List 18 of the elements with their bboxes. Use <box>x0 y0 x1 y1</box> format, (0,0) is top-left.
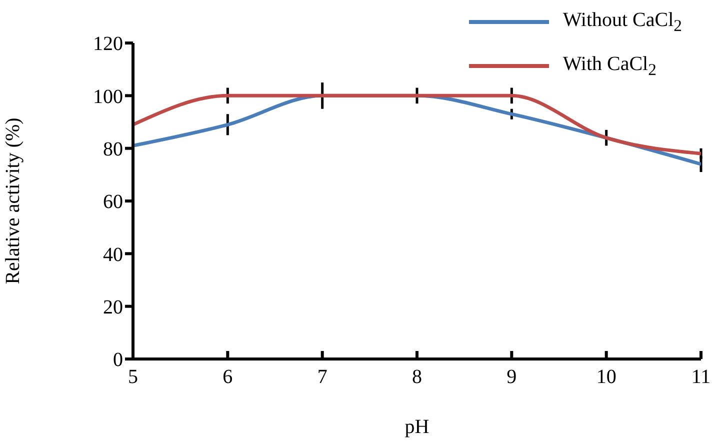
y-axis-title: Relative activity (%) <box>2 118 24 284</box>
y-tick-label: 60 <box>103 191 123 214</box>
x-tick-label: 5 <box>128 366 138 388</box>
y-tick-label: 80 <box>103 138 123 160</box>
x-tick-label: 7 <box>317 366 328 388</box>
x-tick-label: 6 <box>222 366 233 388</box>
x-tick-label: 11 <box>691 366 711 388</box>
x-tick-label: 8 <box>412 366 422 388</box>
legend-label: With CaCl$_{2}$ <box>562 52 656 80</box>
y-tick-label: 20 <box>103 296 123 318</box>
y-tick-label: 120 <box>93 33 123 56</box>
y-tick-label: 40 <box>103 244 123 266</box>
x-axis-title: pH <box>404 416 430 438</box>
x-tick-label: 10 <box>596 366 616 388</box>
legend-label: Without CaCl$_{2}$ <box>562 8 682 36</box>
y-tick-label: 100 <box>93 86 123 108</box>
y-tick-label: 0 <box>113 349 123 372</box>
x-tick-label: 9 <box>506 366 517 388</box>
